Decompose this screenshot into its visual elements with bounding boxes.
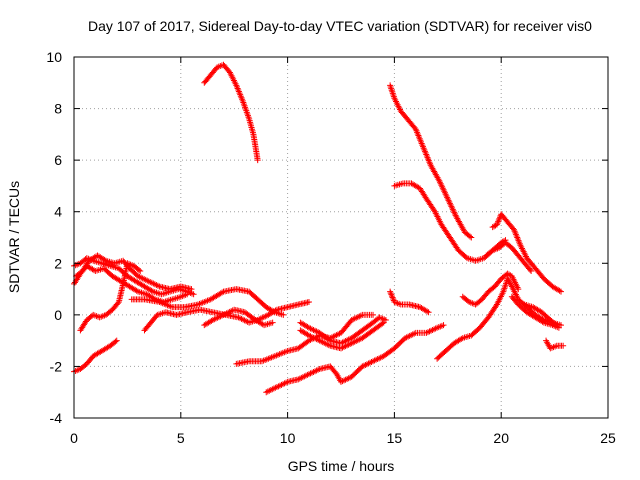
series-arc-i: [434, 275, 565, 362]
data-point-markers: [71, 337, 120, 375]
series-arc-peak: [201, 61, 261, 164]
y-tick-label: -2: [50, 358, 63, 374]
x-axis-label: GPS time / hours: [288, 458, 395, 474]
series-arc-f: [387, 288, 432, 316]
plot-frame: [73, 56, 609, 419]
series-arc-n: [521, 301, 560, 329]
y-axis-label: SDTVAR / TECUs: [6, 181, 22, 293]
series-arc-c: [263, 322, 447, 396]
data-point-markers: [128, 286, 287, 318]
plot-area: [71, 61, 567, 396]
data-point-markers: [459, 270, 522, 308]
y-tick-label: 0: [54, 307, 62, 323]
series-arc-mid-c: [201, 306, 276, 329]
y-tick-label: 6: [54, 152, 62, 168]
series-arc-d: [297, 314, 389, 347]
data-point-markers: [387, 288, 432, 316]
series-arc-early-4: [77, 260, 144, 334]
data-point-markers: [77, 260, 144, 334]
y-tick-label: 10: [46, 49, 62, 65]
data-point-markers: [434, 275, 565, 362]
series-arc-j: [459, 270, 522, 308]
series-arc-l: [483, 239, 535, 275]
series-arc-o: [543, 337, 567, 352]
data-point-markers: [483, 239, 535, 275]
x-tick-label: 20: [493, 430, 509, 446]
x-tick-label: 5: [177, 430, 185, 446]
axis-ticks: 0 5 10 15 20 25 -4 -2 0 2 4 6 8 10: [46, 49, 616, 446]
y-tick-label: 4: [54, 204, 62, 220]
data-point-markers: [201, 61, 261, 164]
series-arc-low-early: [71, 337, 120, 375]
data-point-markers: [297, 314, 389, 347]
data-point-markers: [201, 306, 276, 329]
series-arc-e: [297, 319, 387, 352]
series-arc-g: [387, 82, 475, 241]
series-arc-k: [489, 211, 565, 295]
x-tick-label: 10: [280, 430, 296, 446]
x-tick-label: 0: [70, 430, 78, 446]
data-point-markers: [263, 322, 447, 396]
series-arc-mid-a: [128, 286, 287, 318]
y-tick-label: 8: [54, 101, 62, 117]
data-point-markers: [489, 211, 565, 295]
data-point-markers: [297, 319, 387, 352]
grid: [74, 57, 608, 418]
x-tick-label: 25: [600, 430, 616, 446]
x-tick-label: 15: [387, 430, 403, 446]
y-tick-label: 2: [54, 255, 62, 271]
data-point-markers: [521, 301, 560, 329]
chart-title: Day 107 of 2017, Sidereal Day-to-day VTE…: [88, 18, 592, 34]
y-tick-label: -4: [50, 410, 63, 426]
data-point-markers: [387, 82, 475, 241]
data-point-markers: [543, 337, 567, 352]
